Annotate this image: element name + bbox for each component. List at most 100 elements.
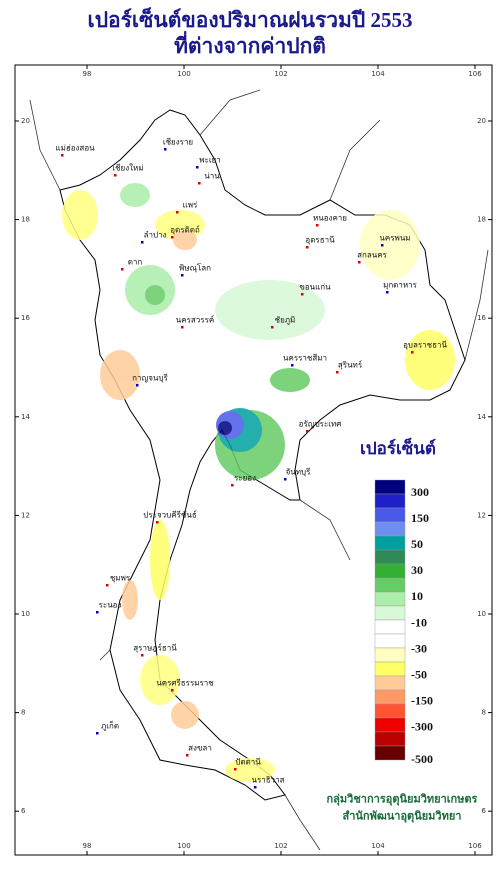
legend-label: -30 <box>411 641 427 655</box>
legend-swatch <box>374 493 406 509</box>
legend-swatch <box>374 549 406 565</box>
station-dot <box>284 478 287 481</box>
lon-label-top: 100 <box>177 70 190 78</box>
province-label: สกลนคร <box>357 251 387 260</box>
rain-anomaly-shading <box>62 183 455 782</box>
province-label: นครสวรรค์ <box>176 315 214 325</box>
lon-label-bottom: 106 <box>468 842 482 850</box>
province-label: ระนอง <box>99 601 122 610</box>
province-label: ตาก <box>128 258 143 267</box>
lat-label-left: 18 <box>21 216 30 224</box>
province-label: นครราชสีมา <box>283 354 327 363</box>
station-dot <box>411 351 414 354</box>
station-dot <box>198 182 201 185</box>
station-dot <box>121 268 124 271</box>
province-label: อุตรดิตถ์ <box>170 225 200 235</box>
province-label: แม่ฮ่องสอน <box>55 144 95 153</box>
credit-line-2: สำนักพัฒนาอุตุนิยมวิทยา <box>343 810 462 824</box>
station-dot <box>141 241 144 244</box>
province-label: ปัตตานี <box>235 758 261 767</box>
legend-swatch <box>374 689 406 705</box>
neighbor-borders <box>29 89 489 851</box>
lat-label-left: 16 <box>21 314 30 322</box>
legend-swatch <box>374 633 406 649</box>
province-label: แพร่ <box>183 201 198 210</box>
legend: 300 150 50 30 10 -10 -30 -50 -150 -300 -500 <box>374 479 433 766</box>
station-dot <box>171 689 174 692</box>
station-dot <box>156 521 159 524</box>
station-dot <box>306 430 309 433</box>
station-dot <box>171 236 174 239</box>
lat-label-left: 8 <box>21 709 25 717</box>
lon-label-top: 102 <box>274 70 287 78</box>
legend-label: -150 <box>411 694 433 708</box>
station-dot <box>181 274 184 277</box>
station-dot <box>358 261 361 264</box>
legend-label: -300 <box>411 720 433 734</box>
station-dot <box>176 211 179 214</box>
station-dot <box>336 371 339 374</box>
lat-label-left: 6 <box>21 807 26 815</box>
province-label: นราธิวาส <box>251 776 284 785</box>
legend-label: 300 <box>411 485 429 499</box>
credit-line-1: กลุ่มวิชาการอุตุนิยมวิทยาเกษตร <box>327 793 478 807</box>
lat-label-left: 12 <box>21 511 30 519</box>
legend-label: -50 <box>411 667 427 681</box>
station-dot <box>196 166 199 169</box>
legend-swatch <box>374 507 406 523</box>
lat-label-left: 20 <box>21 117 30 125</box>
lon-label-top: 106 <box>468 70 482 78</box>
legend-swatch <box>374 675 406 691</box>
station-dot <box>381 244 384 247</box>
legend-swatch <box>374 661 406 677</box>
province-label: ชัยภูมิ <box>275 316 296 326</box>
lon-label-top: 98 <box>83 70 92 78</box>
province-label: ลำปาง <box>144 231 167 240</box>
province-label: อุบลราชธานี <box>403 341 447 350</box>
station-dot <box>106 584 109 587</box>
legend-swatch <box>374 577 406 593</box>
legend-swatch <box>374 745 406 761</box>
station-dot <box>164 148 167 151</box>
province-label: ประจวบคีรีขันธ์ <box>143 510 197 520</box>
province-label: อุดรธานี <box>305 236 335 245</box>
station-dot <box>306 246 309 249</box>
station-dot <box>141 654 144 657</box>
lat-label-right: 18 <box>477 216 486 224</box>
legend-label: 50 <box>411 537 423 551</box>
province-label: ขอนแก่น <box>299 283 331 292</box>
station-dot <box>316 224 319 227</box>
station-dot <box>181 326 184 329</box>
legend-swatch <box>374 591 406 607</box>
province-label: จันทบุรี <box>286 468 312 477</box>
lon-label-bottom: 102 <box>274 842 287 850</box>
station-dot <box>114 174 117 177</box>
lat-label-right: 16 <box>477 314 486 322</box>
lon-label-bottom: 100 <box>177 842 190 850</box>
legend-swatch <box>374 521 406 537</box>
legend-swatch <box>374 703 406 719</box>
lat-label-left: 10 <box>21 610 30 618</box>
lat-label-right: 12 <box>477 511 486 519</box>
legend-label: 10 <box>411 589 423 603</box>
province-label: พะเยา <box>199 156 220 165</box>
province-label: ภูเก็ต <box>101 721 119 732</box>
station-dot <box>386 291 389 294</box>
lat-label-right: 20 <box>477 117 486 125</box>
province-label: นครพนม <box>379 234 410 243</box>
station-dot <box>271 326 274 329</box>
province-label: เชียงใหม่ <box>112 164 143 173</box>
legend-swatch <box>374 563 406 579</box>
province-label: พิษณุโลก <box>179 263 211 273</box>
station-dot <box>96 732 99 735</box>
title-line-2: ที่ต่างจากค่าปกติ <box>174 30 326 58</box>
province-label: ชุมพร <box>110 574 131 583</box>
legend-title: เปอร์เซ็นต์ <box>360 436 436 458</box>
station-dot <box>301 293 304 296</box>
station-dot <box>96 611 99 614</box>
lon-label-bottom: 104 <box>371 842 385 850</box>
lat-label-right: 14 <box>477 413 486 421</box>
province-label: สุราษฎร์ธานี <box>133 643 177 653</box>
lon-label-top: 104 <box>371 70 385 78</box>
